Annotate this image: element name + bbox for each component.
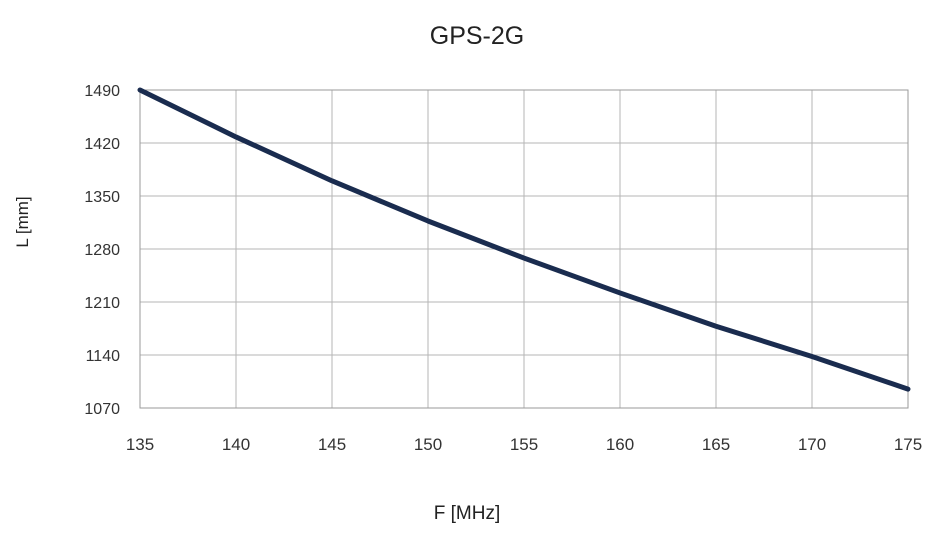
x-tick-label: 160	[606, 435, 634, 454]
y-tick-label: 1490	[84, 83, 120, 100]
y-tick-label: 1210	[84, 295, 120, 312]
x-tick-label: 165	[702, 435, 730, 454]
y-tick-label: 1280	[84, 242, 120, 259]
x-tick-label: 175	[894, 435, 922, 454]
y-tick-label: 1350	[84, 189, 120, 206]
y-tick-label: 1140	[86, 348, 121, 365]
x-tick-label: 170	[798, 435, 826, 454]
plot-frame	[139, 89, 909, 409]
series-line	[137, 87, 911, 392]
x-tick-label: 150	[414, 435, 442, 454]
x-axis-label: F [MHz]	[434, 503, 501, 524]
x-tick-label: 145	[318, 435, 346, 454]
x-tick-label: 155	[510, 435, 538, 454]
series-layer	[137, 87, 911, 392]
y-tick-label: 1420	[84, 136, 120, 153]
x-tick-labels: 135 140 145 150 155 160 165 170 175	[126, 435, 922, 454]
y-tick-labels: 1070 1140 1210 1280 1350 1420 1490	[84, 83, 120, 418]
y-tick-label: 1070	[84, 401, 120, 418]
x-tick-label: 135	[126, 435, 154, 454]
chart-title: GPS-2G	[430, 22, 524, 50]
x-tick-label: 140	[222, 435, 250, 454]
grid	[139, 89, 909, 409]
y-axis-label: L [mm]	[13, 196, 32, 247]
